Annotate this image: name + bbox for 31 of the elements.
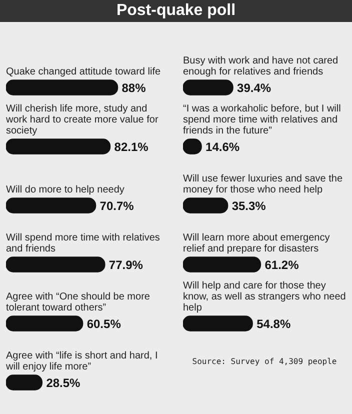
data-label: 35.3% (232, 198, 266, 213)
bar (183, 80, 234, 96)
data-label: 77.9% (108, 258, 144, 272)
y-tick-label: Will spend more time with relatives and friends (6, 232, 160, 254)
bar (6, 138, 111, 154)
data-label: 28.5% (46, 376, 81, 390)
y-tick-label: Agree with “life is short and hard, I will enjoy life more” (5, 350, 158, 372)
y-tick-label: Will do more to help needy (6, 184, 124, 196)
y-tick-label: “I was a workaholic before, but I will spend more time with relatives and friends in the future” (183, 103, 341, 136)
data-label: 39.4% (237, 80, 272, 95)
data-label: 82.1% (114, 140, 149, 154)
bar (6, 198, 96, 214)
data-label: 88% (122, 80, 146, 95)
y-tick-label: Will help and care for those they know, as well as strangers who need help (183, 280, 346, 314)
y-tick-label: Will learn more about emergency relief and prepare for disasters (183, 232, 330, 254)
source-note: Source: Survey of 4,309 people (191, 356, 338, 366)
data-label: 70.7% (100, 198, 134, 213)
data-label: 14.6% (206, 140, 240, 154)
y-tick-label: Quake changed attitude toward life (6, 66, 161, 78)
y-tick-label: Agree with “One should be more tolerant toward others” (6, 291, 150, 314)
bar (183, 316, 253, 332)
bar (6, 256, 106, 272)
bar (6, 316, 84, 332)
bar (6, 80, 118, 96)
data-label: 54.8% (256, 316, 291, 331)
bar (183, 256, 262, 272)
data-label: 61.2% (264, 258, 300, 272)
data-label: 60.5% (86, 316, 122, 331)
y-tick-label: Will cherish life more, study and work hard to create more value for society (5, 103, 159, 136)
y-tick-label: Will use fewer luxuries and save the money for those who need help (183, 173, 343, 196)
y-tick-label: Busy with work and have not cared enough for relatives and friends (183, 55, 338, 78)
